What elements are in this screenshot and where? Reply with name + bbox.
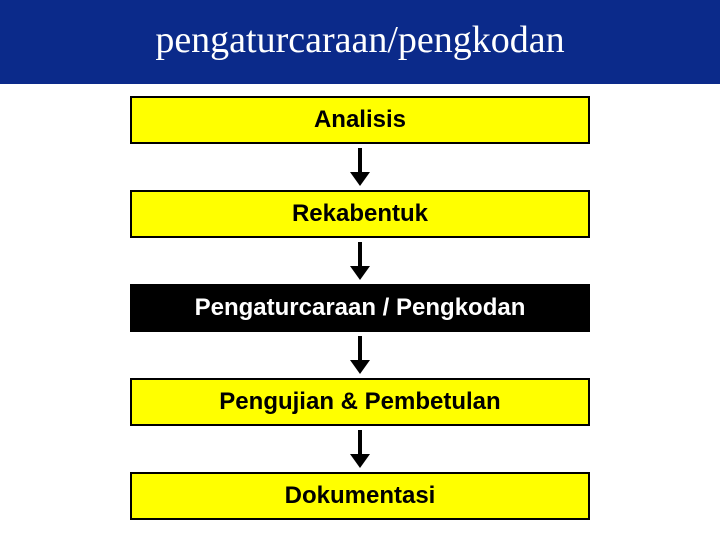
slide-title-bar: pengaturcaraan/pengkodan: [0, 0, 720, 84]
down-arrow-icon: [350, 336, 370, 374]
stage-label: Dokumentasi: [285, 482, 436, 510]
down-arrow-icon: [350, 242, 370, 280]
arrow-shaft: [358, 148, 362, 172]
stage-box: Pengujian & Pembetulan: [130, 378, 590, 426]
stage-label: Rekabentuk: [292, 200, 428, 228]
flowchart: Analisis Rekabentuk Pengaturcaraan / Pengk…: [0, 96, 720, 520]
arrow-shaft: [358, 242, 362, 266]
down-arrow-icon: [350, 430, 370, 468]
down-arrow-icon: [350, 148, 370, 186]
stage-label: Pengaturcaraan / Pengkodan: [195, 294, 526, 322]
arrow-head: [350, 172, 370, 186]
arrow-head: [350, 454, 370, 468]
slide-title: pengaturcaraan/pengkodan: [155, 19, 564, 61]
stage-box: Dokumentasi: [130, 472, 590, 520]
stage-label: Analisis: [314, 106, 406, 134]
arrow-head: [350, 266, 370, 280]
stage-label: Pengujian & Pembetulan: [219, 388, 500, 416]
stage-box: Analisis: [130, 96, 590, 144]
arrow-shaft: [358, 336, 362, 360]
stage-box: Pengaturcaraan / Pengkodan: [130, 284, 590, 332]
arrow-head: [350, 360, 370, 374]
stage-box: Rekabentuk: [130, 190, 590, 238]
arrow-shaft: [358, 430, 362, 454]
